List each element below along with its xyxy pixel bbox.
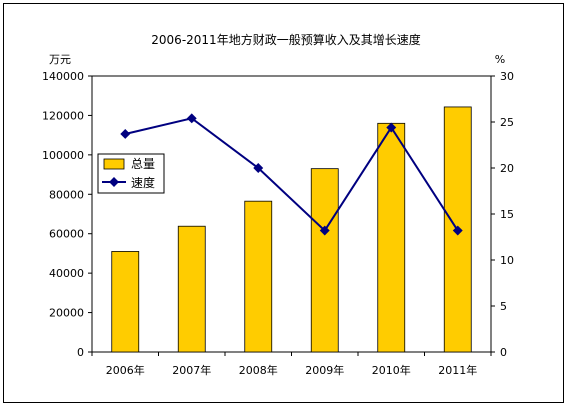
speed-point-3 xyxy=(319,225,330,236)
y-right-tick-label-6: 30 xyxy=(500,70,514,83)
bar-0 xyxy=(111,251,140,353)
chart-frame xyxy=(3,3,564,403)
x-tick-label-5: 2011年 xyxy=(438,363,477,377)
bar-1 xyxy=(177,225,206,353)
bar-4 xyxy=(377,122,406,353)
y-right-tick-label-0: 0 xyxy=(500,346,507,359)
legend: 总量 速度 xyxy=(97,153,165,194)
y-left-tick-label-5: 100000 xyxy=(42,149,84,162)
chart-title: 2006-2011年地方财政一般预算收入及其增长速度 xyxy=(151,32,420,47)
line-series xyxy=(120,113,463,236)
x-tick-label-0: 2006年 xyxy=(106,363,145,377)
x-tick-label-1: 2007年 xyxy=(172,363,211,377)
speed-line xyxy=(125,117,459,233)
x-tick-label-3: 2009年 xyxy=(305,363,344,377)
bar-3 xyxy=(310,168,339,353)
x-axis: 2006年 2007年 2008年 2009年 2010年 2011年 xyxy=(91,352,492,377)
y-left-axis: 0 20000 40000 60000 80000 100000 120000 140000 xyxy=(42,70,92,359)
y-right-tick-label-2: 10 xyxy=(500,254,514,267)
y-right-tick-label-4: 20 xyxy=(500,162,514,175)
y-right-tick-label-5: 25 xyxy=(500,116,514,129)
y-left-tick-label-6: 120000 xyxy=(42,109,84,122)
legend-line-marker xyxy=(109,177,119,187)
y-left-tick-label-0: 0 xyxy=(77,346,84,359)
speed-point-2 xyxy=(253,163,264,173)
speed-point-0 xyxy=(120,129,131,139)
x-tick-label-2: 2008年 xyxy=(239,363,278,377)
bar-2 xyxy=(244,200,273,353)
speed-point-1 xyxy=(186,113,197,124)
x-tick-label-4: 2010年 xyxy=(372,363,411,377)
legend-line-label: 速度 xyxy=(131,175,155,190)
y-left-tick-label-3: 60000 xyxy=(49,228,84,241)
legend-bar-label: 总量 xyxy=(131,157,155,171)
y-right-axis-label: % xyxy=(495,53,505,66)
legend-bar-swatch xyxy=(103,158,125,170)
speed-point-5 xyxy=(452,225,463,236)
y-right-tick-label-3: 15 xyxy=(500,208,514,221)
y-right-axis: 0 5 10 15 20 25 30 xyxy=(491,70,514,359)
y-left-tick-label-7: 140000 xyxy=(42,70,84,83)
y-left-tick-label-1: 20000 xyxy=(49,307,84,320)
y-right-tick-label-1: 5 xyxy=(500,300,507,313)
y-left-tick-label-2: 40000 xyxy=(49,267,84,280)
y-left-tick-label-4: 80000 xyxy=(49,188,84,201)
y-left-axis-label: 万元 xyxy=(49,53,71,66)
